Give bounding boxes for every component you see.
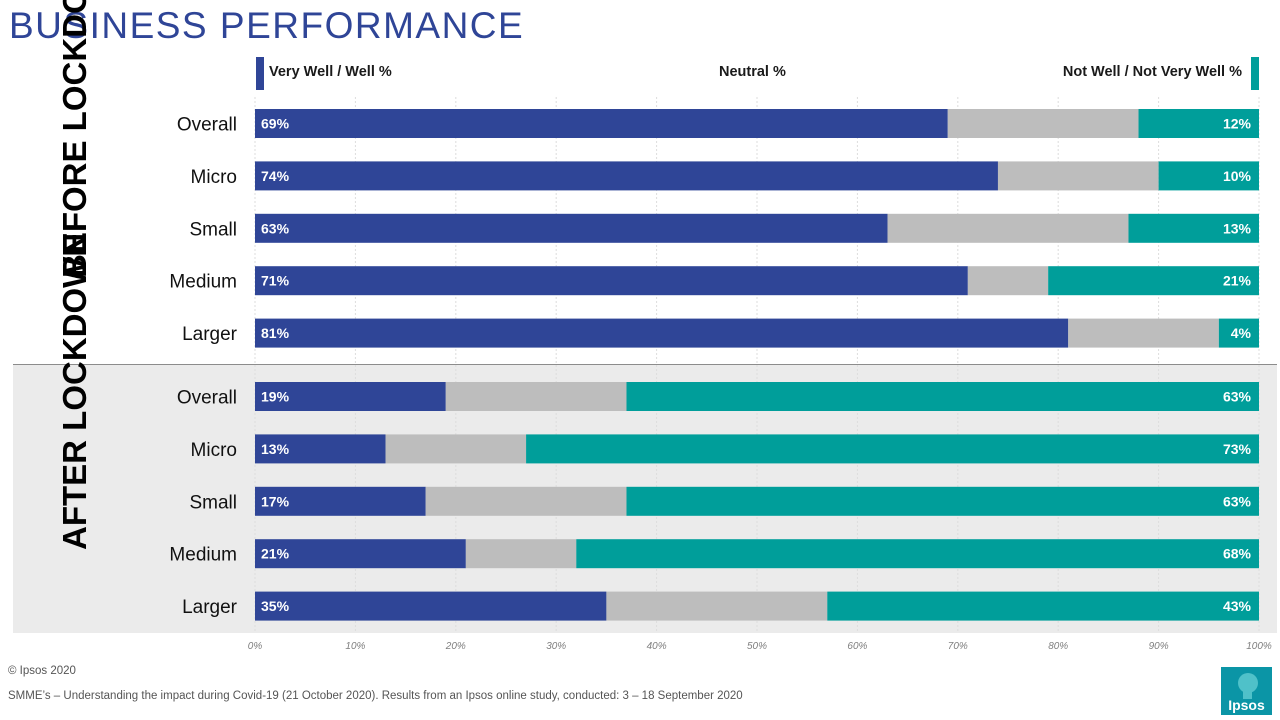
- section-divider: [13, 364, 1277, 365]
- category-label: Micro: [191, 167, 237, 188]
- data-label-not-well: 4%: [1231, 325, 1252, 341]
- bar-not-well: [526, 434, 1259, 464]
- page-title: BUSINESS PERFORMANCE: [9, 5, 525, 46]
- bar-not-well: [576, 539, 1259, 569]
- category-label: Small: [189, 492, 237, 513]
- category-label: Larger: [182, 324, 238, 345]
- x-tick-label: 100%: [1246, 641, 1272, 652]
- bar-well: [255, 539, 466, 569]
- data-label-not-well: 10%: [1223, 168, 1252, 184]
- data-label-well: 71%: [261, 273, 290, 289]
- bar-not-well: [1218, 318, 1259, 348]
- bar-neutral: [947, 109, 1139, 138]
- category-label: Larger: [182, 597, 238, 618]
- bar-neutral: [385, 434, 527, 464]
- footer-source: SMME’s – Understanding the impact during…: [8, 690, 743, 702]
- data-label-not-well: 21%: [1223, 273, 1252, 289]
- data-label-not-well: 12%: [1223, 116, 1252, 132]
- legend-label-well: Very Well / Well %: [269, 64, 392, 80]
- bar-not-well: [1158, 161, 1259, 191]
- bar-well: [255, 213, 888, 243]
- bar-not-well: [1128, 213, 1259, 243]
- legend-label-neutral: Neutral %: [719, 64, 786, 80]
- data-label-not-well: 13%: [1223, 220, 1252, 236]
- legend-swatch-well: [256, 57, 264, 90]
- x-tick-label: 80%: [1048, 641, 1068, 652]
- category-label: Small: [189, 219, 237, 240]
- bar-well: [255, 109, 948, 138]
- x-tick-label: 30%: [546, 641, 566, 652]
- data-label-well: 21%: [261, 546, 290, 562]
- category-label: Overall: [177, 115, 237, 136]
- x-tick-label: 90%: [1149, 641, 1169, 652]
- bar-neutral: [465, 539, 577, 569]
- data-label-well: 74%: [261, 168, 290, 184]
- x-tick-label: 20%: [445, 641, 466, 652]
- logo-head-icon: [1238, 673, 1258, 699]
- data-label-not-well: 63%: [1223, 389, 1252, 405]
- legend-swatch-not-well: [1251, 57, 1259, 90]
- data-label-well: 63%: [261, 220, 290, 236]
- category-label: Medium: [169, 272, 237, 293]
- bar-neutral: [425, 486, 627, 516]
- category-label: Micro: [191, 440, 237, 461]
- bar-not-well: [626, 486, 1259, 516]
- legend-label-not-well: Not Well / Not Very Well %: [1062, 64, 1242, 80]
- ipsos-logo: Ipsos: [1221, 667, 1272, 715]
- x-tick-label: 50%: [747, 641, 767, 652]
- data-label-well: 35%: [261, 598, 290, 614]
- data-label-not-well: 73%: [1223, 441, 1252, 457]
- category-label: Medium: [169, 545, 237, 566]
- bar-not-well: [1138, 109, 1259, 138]
- data-label-well: 19%: [261, 389, 290, 405]
- data-label-well: 13%: [261, 441, 290, 457]
- data-label-not-well: 68%: [1223, 546, 1252, 562]
- x-tick-label: 70%: [948, 641, 968, 652]
- bar-neutral: [1068, 318, 1219, 348]
- bar-well: [255, 318, 1069, 348]
- bar-well: [255, 434, 386, 464]
- x-tick-label: 0%: [248, 641, 263, 652]
- bar-well: [255, 591, 607, 621]
- bar-not-well: [626, 382, 1259, 411]
- bar-well: [255, 486, 426, 516]
- bar-not-well: [1048, 266, 1259, 296]
- bar-well: [255, 382, 446, 411]
- footer-copyright: © Ipsos 2020: [8, 665, 76, 677]
- data-label-well: 81%: [261, 325, 290, 341]
- bar-neutral: [967, 266, 1049, 296]
- data-label-not-well: 63%: [1223, 493, 1252, 509]
- bar-well: [255, 266, 968, 296]
- x-tick-label: 40%: [647, 641, 667, 652]
- bar-neutral: [606, 591, 828, 621]
- logo-text: Ipsos: [1228, 697, 1265, 713]
- category-label: Overall: [177, 388, 237, 409]
- bar-neutral: [887, 213, 1129, 243]
- data-label-well: 17%: [261, 493, 290, 509]
- data-label-well: 69%: [261, 116, 290, 132]
- bar-not-well: [827, 591, 1259, 621]
- data-label-not-well: 43%: [1223, 598, 1252, 614]
- x-tick-label: 10%: [345, 641, 365, 652]
- bar-well: [255, 161, 998, 191]
- x-tick-label: 60%: [847, 641, 867, 652]
- bar-neutral: [445, 382, 627, 411]
- bar-neutral: [997, 161, 1159, 191]
